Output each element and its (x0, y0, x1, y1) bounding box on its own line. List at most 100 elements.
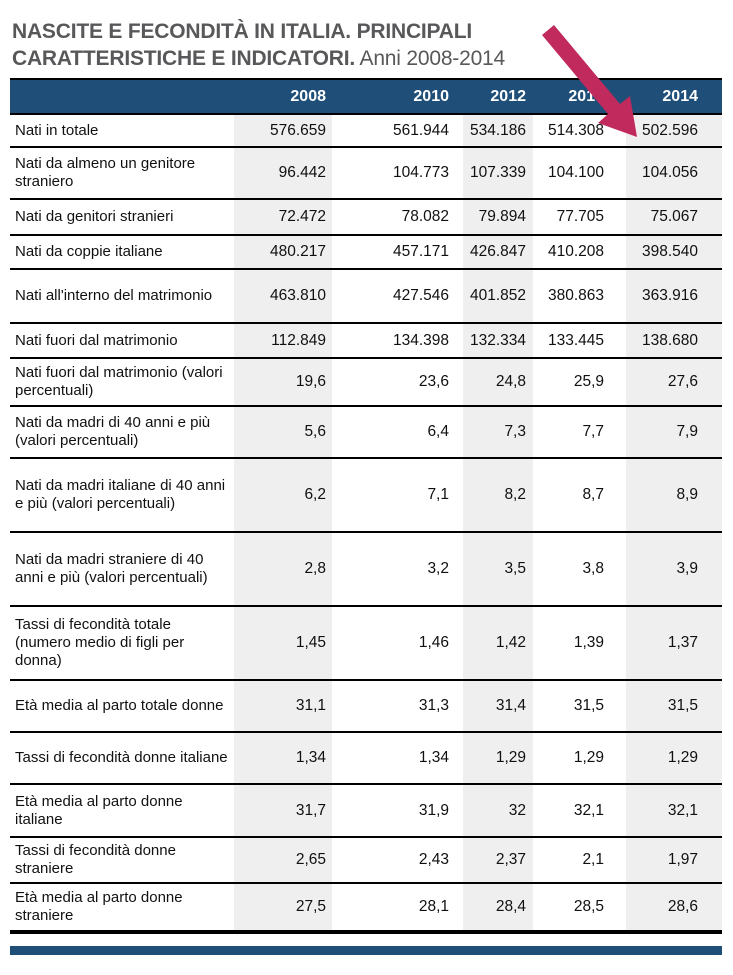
value-cell: 3,9 (626, 533, 722, 605)
title-bold-part2: CARATTERISTICHE E INDICATORI. (12, 47, 356, 70)
value-cell: 32,1 (573, 801, 604, 819)
row-label: Tassi di fecondità donne italiane (15, 749, 228, 766)
value-cell: 8,9 (626, 459, 722, 531)
value-cell: 31,7 (234, 785, 332, 836)
value-cell: 2,37 (463, 838, 533, 882)
value-cell: 6,4 (427, 423, 449, 440)
value-cell: 31,5 (626, 681, 722, 731)
value-cell: 8,7 (582, 486, 604, 503)
value-cell: 138.680 (626, 324, 722, 357)
value-cell: 31,1 (234, 681, 332, 731)
value-cell: 19,6 (234, 359, 332, 405)
value-cell: 132.334 (463, 324, 533, 357)
value-cell: 31,5 (573, 697, 604, 714)
value-cell: 24,8 (463, 359, 533, 405)
value-cell: 1,29 (626, 733, 722, 783)
value-cell: 363.916 (626, 270, 722, 322)
table-row: Nati in totale 576.659 561.944 534.186 514.3… (10, 115, 722, 148)
value-cell: 480.217 (234, 236, 332, 268)
value-cell: 576.659 (234, 115, 332, 146)
value-cell: 426.847 (463, 236, 533, 268)
value-cell: 1,29 (573, 749, 604, 766)
value-cell: 1,97 (626, 838, 722, 882)
value-cell: 8,2 (463, 459, 533, 531)
value-cell: 134.398 (392, 331, 449, 349)
table-row: Nati all'interno del matrimonio 463.810 42… (10, 270, 722, 324)
value-cell: 410.208 (547, 243, 604, 260)
value-cell: 1,45 (234, 607, 332, 679)
value-cell: 7,1 (427, 486, 449, 503)
row-label: Tassi di fecondità donne straniere (15, 842, 176, 877)
value-cell: 3,5 (463, 533, 533, 605)
value-cell: 427.546 (392, 287, 449, 304)
value-cell: 2,65 (234, 838, 332, 882)
value-cell: 104.773 (392, 164, 449, 181)
table-row: Età media al parto donne italiane 31,7 31,… (10, 785, 722, 838)
table-row: Nati da genitori stranieri 72.472 78.082 79… (10, 200, 722, 236)
value-cell: 27,6 (626, 359, 722, 405)
table-row: Tassi di fecondità totale (numero medio … (10, 607, 722, 681)
value-cell: 1,29 (463, 733, 533, 783)
value-cell: 23,6 (418, 373, 449, 390)
row-label: Età media al parto donne italiane (15, 792, 183, 828)
year-header-2013: 2013 (568, 87, 604, 105)
value-cell: 32,1 (626, 785, 722, 836)
value-cell: 28,1 (418, 898, 449, 915)
table-row: Nati fuori dal matrimonio 112.849 134.398 1… (10, 324, 722, 359)
value-cell: 31,3 (418, 697, 449, 714)
year-header-2012: 2012 (490, 87, 526, 105)
value-cell: 79.894 (463, 200, 533, 234)
value-cell: 104.056 (626, 148, 722, 198)
row-label: Nati da genitori stranieri (15, 208, 174, 225)
page-title-line1: NASCITE E FECONDITÀ IN ITALIA. PRINCIPAL… (12, 18, 723, 45)
page-title: NASCITE E FECONDITÀ IN ITALIA. PRINCIPAL… (12, 18, 723, 72)
value-cell: 1,37 (626, 607, 722, 679)
row-label: Nati da coppie italiane (15, 243, 163, 260)
table-row: Nati da almeno un genitore straniero 96.4… (10, 148, 722, 200)
value-cell: 112.849 (234, 324, 332, 357)
row-label: Tassi di fecondità totale (numero medio … (15, 616, 185, 669)
value-cell: 380.863 (547, 287, 604, 304)
value-cell: 401.852 (463, 270, 533, 322)
value-cell: 7,9 (626, 407, 722, 457)
value-cell: 502.596 (626, 115, 722, 146)
table-row: Nati da madri italiane di 40 anni e più … (10, 459, 722, 533)
value-cell: 457.171 (392, 243, 449, 260)
table-row: Tassi di fecondità donne italiane 1,34 1,3… (10, 733, 722, 785)
page-title-line2: CARATTERISTICHE E INDICATORI. Anni 2008-… (12, 45, 723, 72)
table-row: Nati da madri straniere di 40 anni e più… (10, 533, 722, 607)
row-label: Età media al parto donne straniere (15, 889, 183, 924)
value-cell: 561.944 (392, 121, 449, 139)
value-cell: 1,34 (234, 733, 332, 783)
value-cell: 463.810 (234, 270, 332, 322)
value-cell: 1,42 (463, 607, 533, 679)
year-header-2014: 2014 (662, 87, 698, 105)
table-row: Età media al parto totale donne 31,1 31,3 3… (10, 681, 722, 733)
value-cell: 72.472 (234, 200, 332, 234)
value-cell: 27,5 (234, 884, 332, 930)
table-row: Età media al parto donne straniere 27,5 28… (10, 884, 722, 930)
value-cell: 7,3 (463, 407, 533, 457)
value-cell: 77.705 (556, 208, 604, 225)
value-cell: 534.186 (463, 115, 533, 146)
value-cell: 28,6 (626, 884, 722, 930)
row-label: Nati da madri di 40 anni e più (valori p… (15, 414, 211, 449)
row-label: Nati all'interno del matrimonio (15, 287, 213, 304)
value-cell: 104.100 (547, 164, 604, 181)
row-label: Nati da madri italiane di 40 anni e più … (15, 477, 226, 512)
table-header-row: 2008 2010 2012 2013 2014 (10, 80, 722, 115)
value-cell: 6,2 (234, 459, 332, 531)
value-cell: 3,8 (582, 560, 604, 577)
value-cell: 75.067 (626, 200, 722, 234)
row-label: Nati da madri straniere di 40 anni e più… (15, 551, 208, 586)
title-subtitle: Anni 2008-2014 (355, 47, 506, 70)
table-body: Nati in totale 576.659 561.944 534.186 514.3… (10, 115, 722, 930)
value-cell: 107.339 (463, 148, 533, 198)
value-cell: 32 (463, 785, 533, 836)
table-row: Nati da coppie italiane 480.217 457.171 426… (10, 236, 722, 270)
value-cell: 514.308 (547, 121, 604, 139)
row-label: Nati fuori dal matrimonio (valori percen… (15, 364, 223, 399)
value-cell: 31,4 (463, 681, 533, 731)
year-header-2008: 2008 (290, 87, 326, 105)
value-cell: 2,1 (582, 851, 604, 868)
